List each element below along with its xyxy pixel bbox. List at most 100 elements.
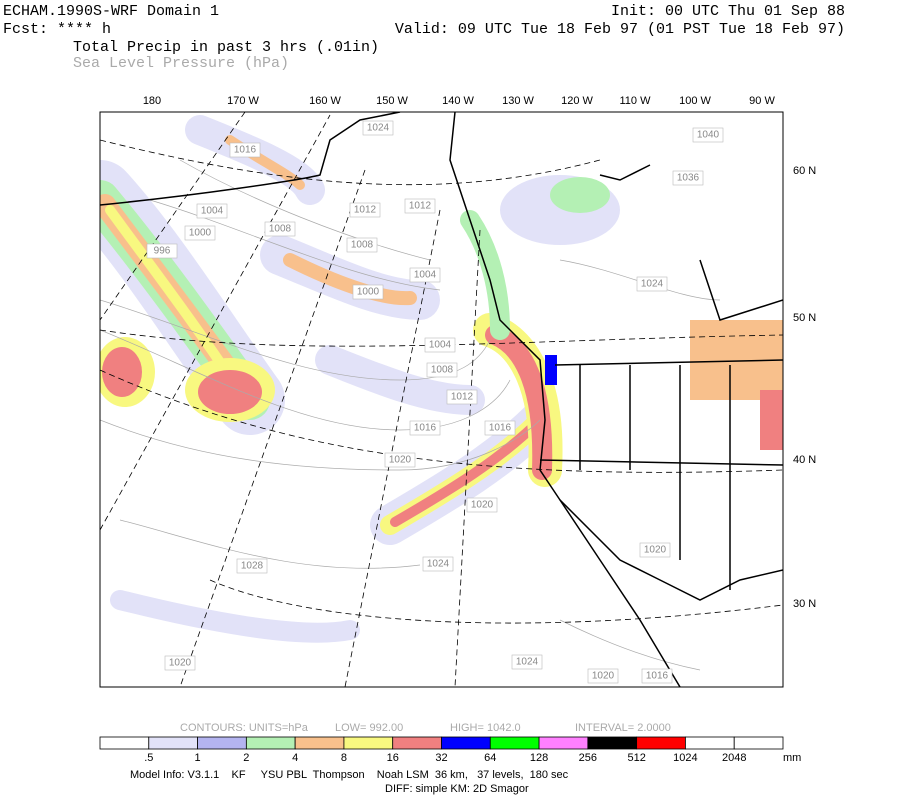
- coastlines: [100, 112, 783, 687]
- isobar-label: 1000: [189, 228, 212, 239]
- field-title: Sea Level Pressure (hPa): [73, 55, 289, 72]
- colorbar-label: 32: [435, 752, 447, 764]
- isobar-label: 1012: [451, 392, 474, 403]
- isobar-label-box: [409, 420, 441, 436]
- isobar-label-box: [362, 120, 394, 136]
- isobar-labels: 1024 1016 1040 1036 1012 1012 1004 1000 1008 996 1…: [146, 120, 724, 684]
- contour-interval: INTERVAL= 2.0000: [575, 722, 671, 734]
- contour-units: CONTOURS: UNITS=hPa: [180, 722, 309, 734]
- isobar-label: 1024: [516, 657, 539, 668]
- isobar-label-box: [349, 202, 381, 218]
- isobar-label: 1036: [677, 173, 700, 184]
- colorbar-swatch: [392, 736, 442, 750]
- isobar-label: 1012: [409, 201, 432, 212]
- isobar-label-box: [196, 203, 228, 219]
- colorbar-label: 1: [195, 752, 201, 764]
- lon-label: 100 W: [679, 95, 711, 107]
- isobar-label-box: [346, 237, 378, 253]
- isobar-label-box: [426, 362, 458, 378]
- lon-label: 130 W: [502, 95, 534, 107]
- isobar-label-box: [466, 497, 498, 513]
- contour-high: HIGH= 1042.0: [450, 722, 521, 734]
- isobar-label: 996: [154, 246, 171, 257]
- isobar-label: 1024: [427, 559, 450, 570]
- isobar-label-box: [404, 198, 436, 214]
- contour-info: CONTOURS: UNITS=hPa LOW= 992.00 HIGH= 10…: [180, 722, 671, 734]
- map-content: 1024 1016 1040 1036 1012 1012 1004 1000 1008 996 1…: [100, 112, 783, 687]
- lat-label: 40 N: [793, 454, 816, 466]
- isobar-label: 1016: [234, 145, 257, 156]
- isobar-label: 1020: [592, 671, 615, 682]
- diff-info: DIFF: simple KM: 2D Smagor: [385, 783, 529, 795]
- colorbar-label: 512: [627, 752, 645, 764]
- colorbar-swatch: [489, 736, 540, 750]
- isobar-label-box: [164, 655, 196, 671]
- isobar-label: 1020: [389, 455, 412, 466]
- isobar-label-box: [352, 284, 384, 300]
- colorbar-label: 2048: [722, 752, 746, 764]
- isobar-label: 1040: [697, 130, 720, 141]
- isobar-label-box: [422, 556, 454, 572]
- colorbar-swatch: [343, 736, 394, 750]
- isobar-label: 1024: [641, 279, 664, 290]
- forecast-hour: Fcst: **** h: [3, 21, 111, 38]
- isobar-label: 1012: [354, 205, 377, 216]
- map-frame: [99, 111, 784, 688]
- isobar-label-box: [236, 558, 268, 574]
- colorbar-swatch: [441, 736, 491, 750]
- colorbar-label: 8: [341, 752, 347, 764]
- lat-label: 50 N: [793, 312, 816, 324]
- isobar-label-box: [639, 542, 671, 558]
- colorbar-label: 4: [292, 752, 298, 764]
- isobar-label: 1008: [351, 240, 374, 251]
- lon-label: 180: [143, 95, 161, 107]
- isobar-label: 1020: [471, 500, 494, 511]
- lat-label: 30 N: [793, 598, 816, 610]
- colorbar-swatch: [99, 736, 150, 750]
- isobar-label-box: [229, 142, 261, 158]
- isobar-label: 1004: [414, 270, 437, 281]
- colorbar-label: 256: [579, 752, 597, 764]
- map: 1024 1016 1040 1036 1012 1012 1004 1000 1008 996 1…: [99, 95, 816, 688]
- isobar-label: 1020: [169, 658, 192, 669]
- lon-label: 170 W: [227, 95, 259, 107]
- isobar-label-box: [587, 668, 619, 684]
- isobar-label: 1016: [414, 423, 437, 434]
- isobar-label: 1016: [489, 423, 512, 434]
- isobar-label: 1020: [644, 545, 667, 556]
- isobar-label-box: [264, 221, 296, 237]
- isobar-label-box: [692, 127, 724, 143]
- isobar-label: 1008: [431, 365, 454, 376]
- isobar-label: 1008: [269, 224, 292, 235]
- colorbar-swatch: [294, 736, 345, 750]
- colorbar-label: 2: [243, 752, 249, 764]
- isobar-label-box: [384, 452, 416, 468]
- isobar-label-box: [146, 243, 178, 259]
- colorbar-label: 16: [387, 752, 399, 764]
- colorbar-swatch: [685, 736, 735, 750]
- isobar-label-box: [484, 420, 516, 436]
- colorbar-label: .5: [144, 752, 153, 764]
- colorbar-swatch: [197, 736, 247, 750]
- colorbar-label: 128: [530, 752, 548, 764]
- lon-label: 90 W: [749, 95, 775, 107]
- lat-label: 60 N: [793, 165, 816, 177]
- isobar-label: 1004: [429, 340, 452, 351]
- colorbar: .5 1 2 4 8 16 32 64 128 256 512 1024 2048: [99, 736, 784, 764]
- isobar-label-box: [409, 267, 441, 283]
- colorbar-swatch: [733, 736, 784, 750]
- isobar-label: 1028: [241, 561, 264, 572]
- colorbar-label: 1024: [673, 752, 697, 764]
- colorbar-swatch: [245, 736, 296, 750]
- colorbar-swatch: [148, 736, 198, 750]
- isobar-label: 1000: [357, 287, 380, 298]
- field-title: Total Precip in past 3 hrs (.01in): [73, 39, 379, 56]
- colorbar-swatch: [636, 736, 686, 750]
- isobar-label: 1024: [367, 123, 390, 134]
- isobar-label-box: [446, 389, 478, 405]
- isobar-label: 1016: [646, 671, 669, 682]
- lon-label: 110 W: [620, 95, 652, 107]
- valid-time: Valid: 09 UTC Tue 18 Feb 97 (01 PST Tue …: [395, 21, 845, 38]
- isobar-label-box: [424, 337, 456, 353]
